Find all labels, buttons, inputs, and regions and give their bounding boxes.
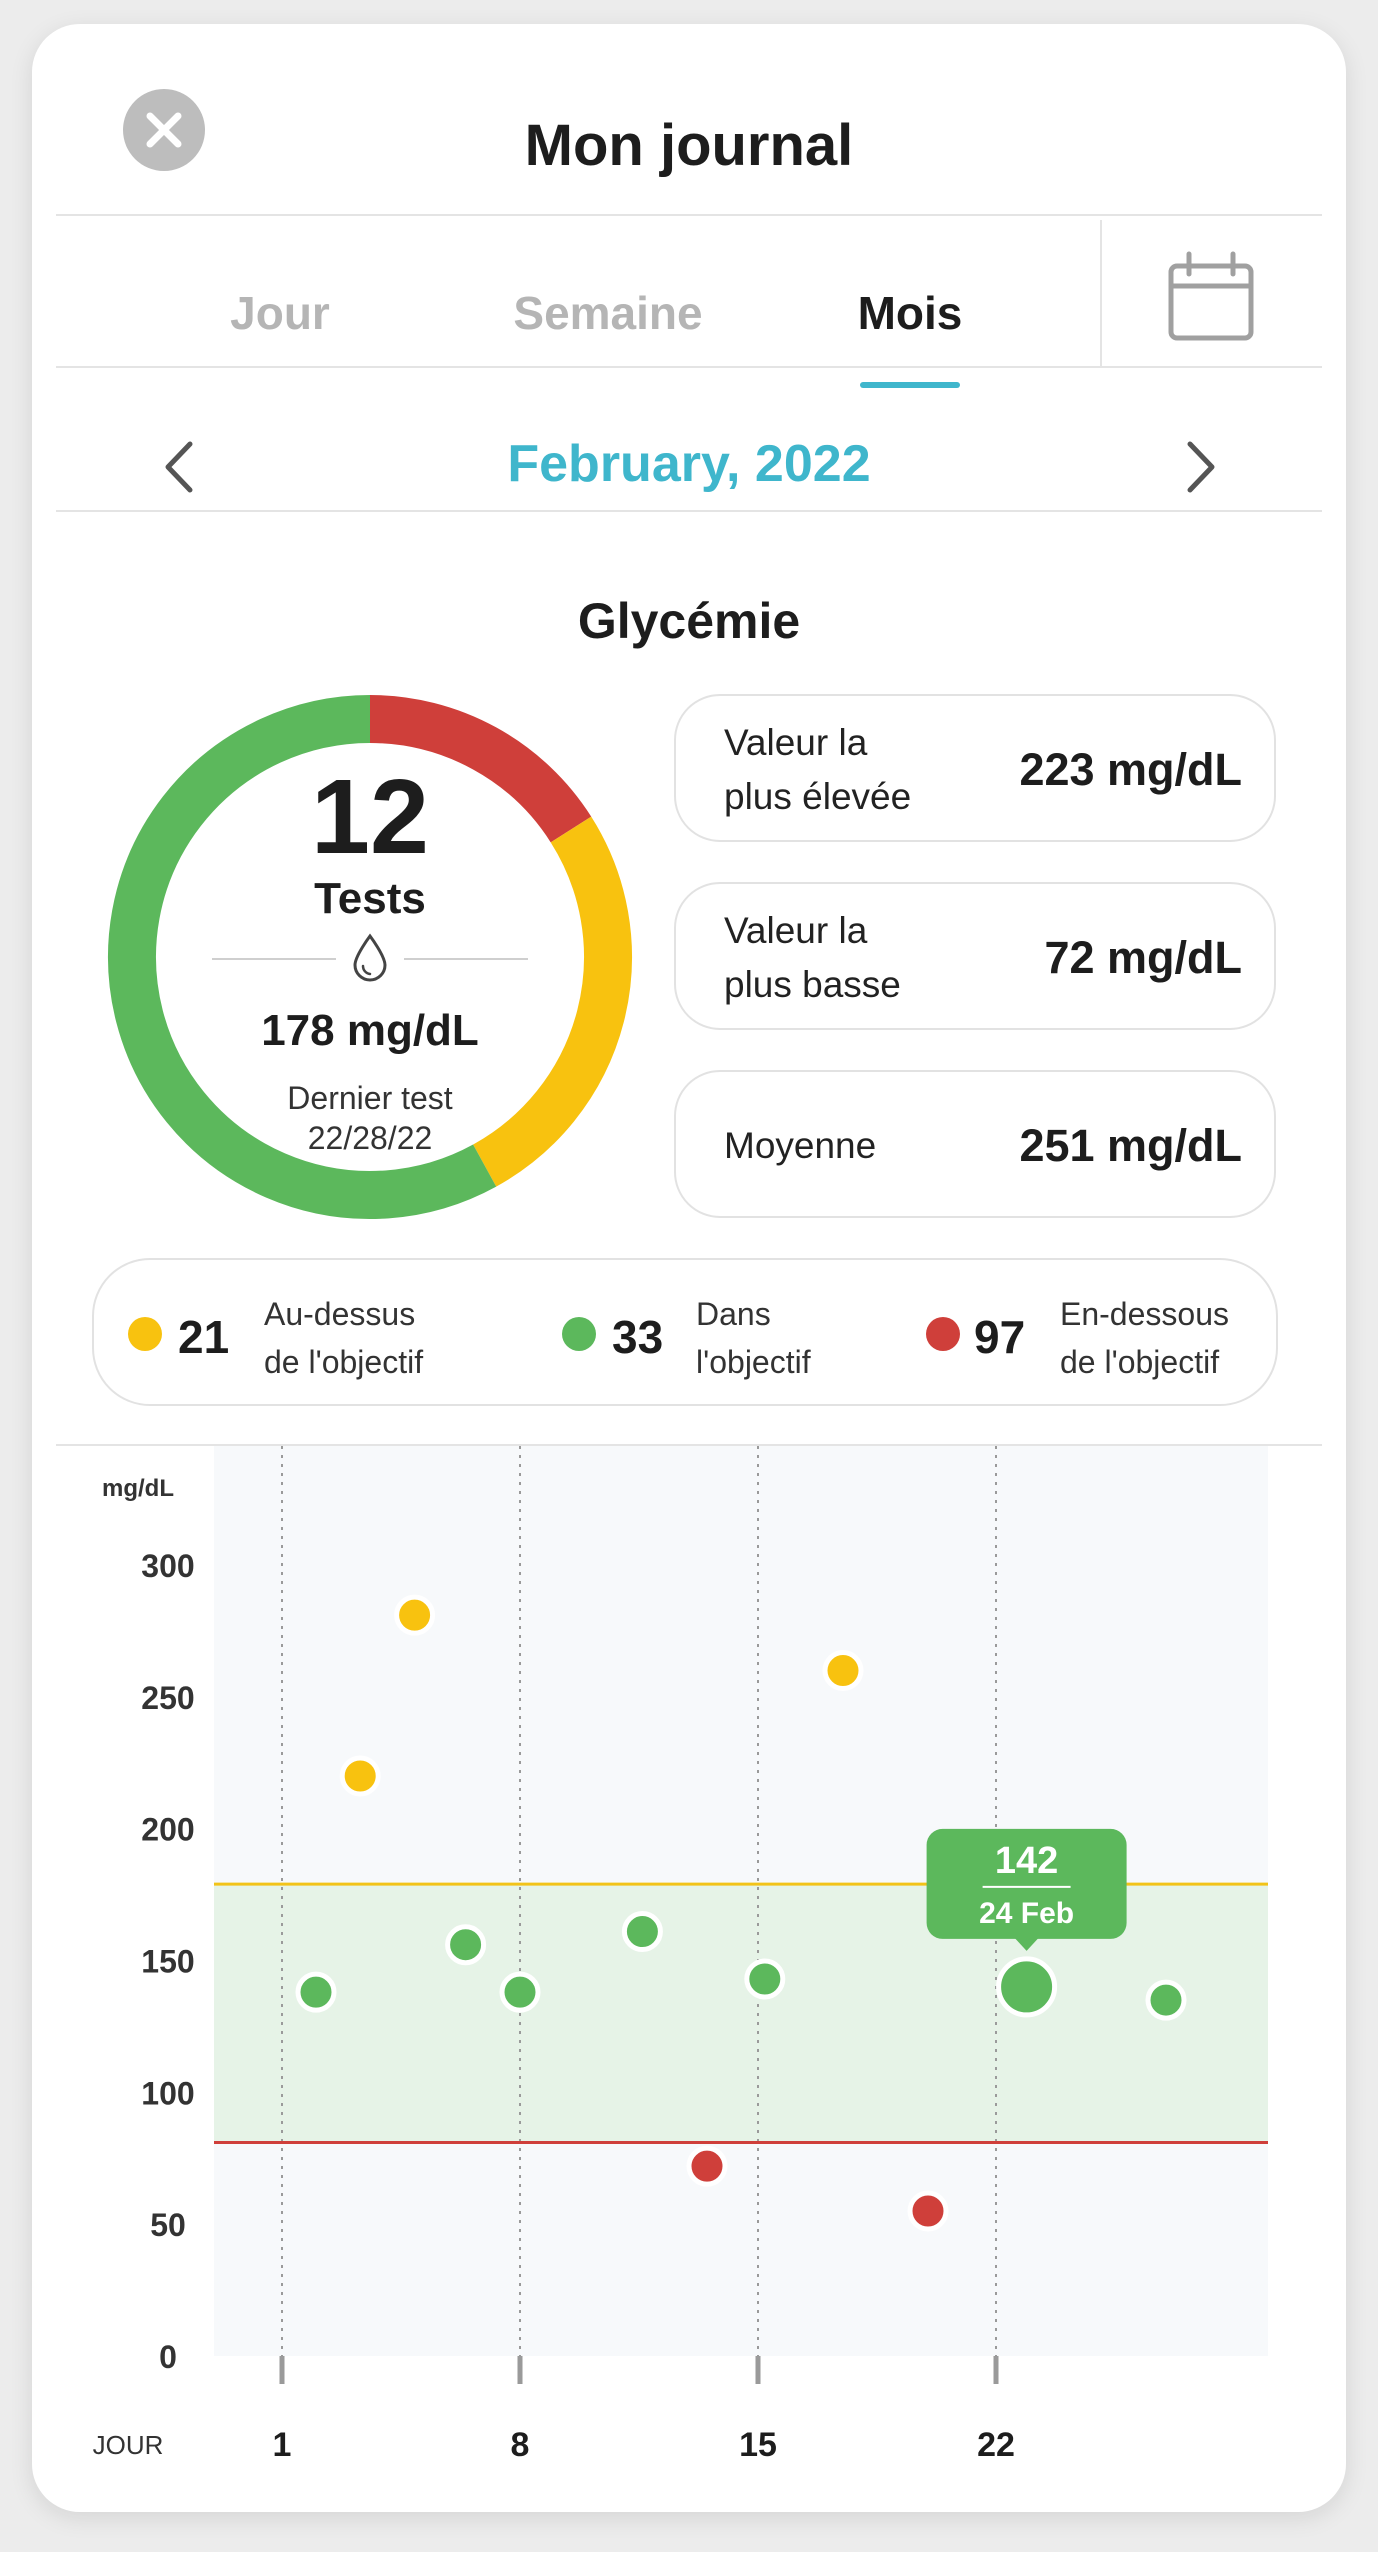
drop-icon — [353, 933, 387, 982]
stat-value: 72 mg/dL — [1044, 932, 1242, 983]
tab-semaine[interactable]: Semaine — [513, 287, 703, 339]
y-axis-unit: mg/dL — [102, 1475, 174, 1502]
point-tooltip: 142 24 Feb — [926, 1828, 1127, 1951]
x-tick-label: 22 — [977, 2426, 1015, 2464]
tab-jour[interactable]: Jour — [230, 287, 330, 339]
tests-count: 12 — [311, 758, 429, 876]
y-tick-label: 150 — [141, 1944, 194, 1980]
donut-segment-above — [472, 816, 632, 1187]
stat-card-highest: Valeur la plus élevée 223 mg/dL — [674, 694, 1276, 842]
stat-label-line1: Valeur la — [724, 910, 868, 951]
y-tick-label: 200 — [141, 1812, 194, 1848]
y-tick-label: 250 — [141, 1680, 194, 1716]
stat-label: Valeur la plus élevée — [724, 716, 911, 824]
tooltip-value: 142 — [995, 1840, 1058, 1882]
stat-card-lowest: Valeur la plus basse 72 mg/dL — [674, 882, 1276, 1030]
chevron-left-icon[interactable] — [154, 432, 204, 502]
stat-label-line2: plus élevée — [724, 776, 912, 817]
x-tick-label: 15 — [739, 2426, 777, 2464]
y-tick-label: 0 — [159, 2339, 177, 2375]
data-point[interactable] — [499, 1971, 541, 2013]
legend-line2: de l'objectif — [264, 1344, 424, 1380]
legend-label-above: Au-dessus de l'objectif — [264, 1290, 423, 1386]
legend-dot-below — [926, 1317, 960, 1351]
legend-dot-above — [128, 1317, 162, 1351]
y-tick-label: 100 — [141, 2075, 194, 2111]
tooltip-pointer — [1014, 1937, 1039, 1951]
stat-value: 223 mg/dL — [1019, 744, 1242, 795]
legend-label-below: En-dessous de l'objectif — [1060, 1290, 1229, 1386]
legend-line1: Dans — [696, 1296, 771, 1332]
period-label: February, 2022 — [507, 435, 871, 493]
data-point[interactable] — [744, 1958, 786, 2000]
last-test-value: 178 mg/dL — [261, 1006, 479, 1055]
data-point[interactable] — [686, 2145, 728, 2187]
legend-label-in-range: Dans l'objectif — [696, 1290, 811, 1386]
period-divider — [56, 510, 1322, 512]
close-button[interactable] — [123, 89, 205, 171]
stat-label: Valeur la plus basse — [724, 904, 901, 1012]
tooltip-date: 24 Feb — [979, 1897, 1074, 1930]
header-divider — [56, 214, 1322, 216]
donut-segment-in-range — [108, 695, 497, 1219]
calendar-button[interactable] — [1164, 250, 1258, 344]
data-point[interactable] — [295, 1971, 337, 2013]
range-legend: 21 Au-dessus de l'objectif 33 Dans l'obj… — [92, 1258, 1278, 1406]
data-point[interactable] — [907, 2190, 949, 2232]
data-point[interactable] — [339, 1755, 381, 1797]
data-point[interactable] — [1145, 1979, 1187, 2021]
legend-dot-in-range — [562, 1317, 596, 1351]
tooltip-box — [926, 1828, 1127, 1939]
legend-line1: En-dessous — [1060, 1296, 1229, 1332]
data-point[interactable] — [445, 1924, 487, 1966]
data-point[interactable] — [822, 1650, 864, 1692]
page-title: Mon journal — [524, 113, 854, 178]
y-tick-label: 50 — [150, 2207, 186, 2243]
donut-divider-right — [404, 958, 528, 960]
legend-count-below: 97 — [974, 1311, 1026, 1363]
y-tick-label: 300 — [141, 1548, 194, 1584]
data-point-selected[interactable] — [996, 1956, 1058, 2018]
donut-segment-below — [369, 695, 592, 843]
last-test-caption: Dernier test — [287, 1080, 453, 1116]
legend-line2: l'objectif — [696, 1344, 811, 1380]
tabs-separator — [1100, 220, 1102, 366]
tab-active-indicator — [860, 382, 960, 388]
tabs-divider — [56, 366, 1322, 368]
chevron-right-icon[interactable] — [1176, 432, 1226, 502]
stat-card-average: Moyenne 251 mg/dL — [674, 1070, 1276, 1218]
legend-count-in-range: 33 — [612, 1311, 664, 1363]
last-test-date: 22/28/22 — [307, 1120, 433, 1156]
stat-label-line1: Valeur la — [724, 722, 868, 763]
x-tick-label: 1 — [273, 2426, 292, 2464]
tests-label: Tests — [314, 874, 426, 923]
donut-divider-left — [212, 958, 336, 960]
donut-center: 12 Tests 178 mg/dL Dernier test 22/28/22 — [107, 694, 633, 1220]
x-axis-label: JOUR — [93, 2430, 164, 2460]
chart-divider — [56, 1444, 1322, 1446]
glycemia-scatter-chart: mg/dL 0 50 100 150 200 250 300 1 8 15 22 JOUR 142… — [93, 1446, 1268, 2464]
legend-line1: Au-dessus — [264, 1296, 416, 1332]
tab-mois[interactable]: Mois — [857, 287, 963, 339]
legend-line2: de l'objectif — [1060, 1344, 1220, 1380]
data-point[interactable] — [621, 1911, 663, 1953]
tests-donut — [108, 695, 632, 1219]
stat-value: 251 mg/dL — [1019, 1120, 1242, 1171]
data-point[interactable] — [394, 1594, 436, 1636]
section-title: Glycémie — [577, 593, 801, 649]
stat-label-line2: plus basse — [724, 964, 901, 1005]
stat-label: Moyenne — [724, 1125, 877, 1166]
journal-card: Mon journal Jour Semaine Mois February, … — [32, 24, 1346, 2512]
last-test-label: Dernier test 22/28/22 — [107, 1078, 633, 1158]
close-icon — [146, 112, 182, 148]
calendar-icon — [1168, 251, 1254, 341]
x-tick-label: 8 — [511, 2426, 530, 2464]
legend-count-above: 21 — [178, 1311, 230, 1363]
